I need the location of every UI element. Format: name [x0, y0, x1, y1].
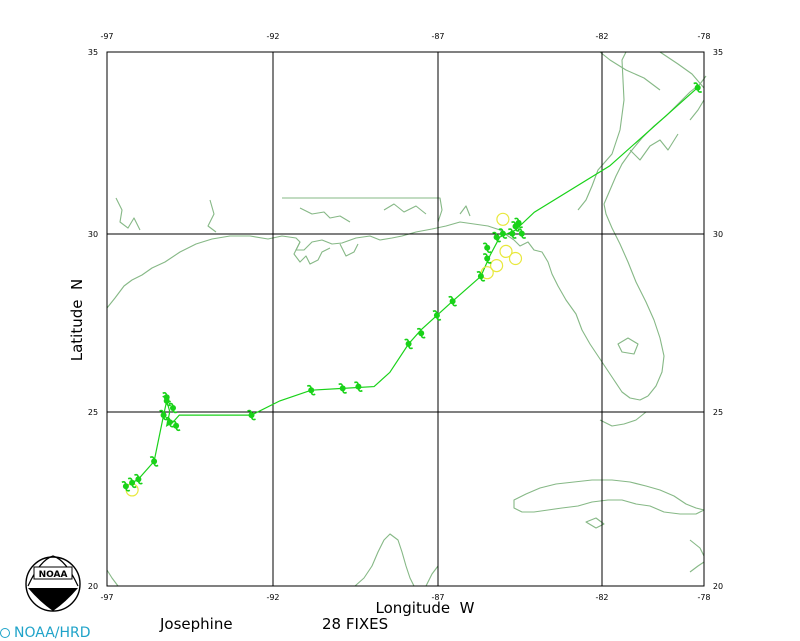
storm-fix-marker	[306, 384, 316, 396]
left-tick-lat-30: 30	[88, 230, 98, 239]
storm-fix-marker	[514, 217, 523, 229]
storm-fix-marker	[498, 228, 508, 239]
storm-fix-marker	[159, 409, 168, 421]
storm-fix-marker	[448, 295, 457, 307]
right-tick-lat-25: 25	[713, 408, 723, 417]
fix-marker-layer	[121, 82, 703, 492]
storm-fix-marker	[354, 381, 363, 392]
storm-fix-marker	[127, 477, 137, 489]
storm-fix-marker	[168, 402, 178, 414]
storm-fix-marker	[149, 456, 159, 467]
left-tick-lat-20: 20	[88, 582, 98, 591]
aux-fix-marker	[496, 212, 510, 226]
credit-text: NOAA/HRD	[14, 625, 91, 641]
storm-fix-marker	[482, 242, 492, 254]
noaa-logo-text: NOAA	[39, 570, 68, 580]
bottom-tick-lon-78: -78	[697, 593, 710, 602]
right-tick-lat-35: 35	[713, 48, 723, 57]
credit-dot-icon	[0, 628, 10, 638]
top-tick-lon-92: -92	[266, 32, 279, 41]
noaa-hrd-credit: NOAA/HRD	[0, 625, 91, 641]
storm-fix-marker	[134, 473, 143, 485]
right-tick-lat-20: 20	[713, 582, 723, 591]
bottom-tick-lon-97: -97	[100, 593, 113, 602]
y-axis-title: Latitude N	[68, 279, 86, 362]
plot-frame	[106, 51, 705, 587]
storm-fix-marker	[416, 327, 426, 339]
storm-fix-marker	[171, 420, 181, 432]
aux-fix-marker	[490, 259, 504, 273]
storm-fix-marker	[432, 310, 442, 321]
storm-fix-marker	[338, 383, 348, 394]
storm-fix-marker	[507, 228, 517, 239]
storm-fix-marker	[476, 270, 486, 282]
storm-fix-marker	[162, 392, 172, 403]
track-layer	[125, 87, 699, 487]
top-tick-lon-87: -87	[431, 32, 444, 41]
bottom-tick-lon-82: -82	[595, 593, 608, 602]
aux-fix-marker	[508, 251, 523, 266]
left-tick-labels: 35 30 25 20	[88, 48, 98, 591]
aux-marker-layer	[125, 212, 523, 497]
right-tick-lat-30: 30	[713, 230, 723, 239]
bottom-tick-lon-92: -92	[266, 593, 279, 602]
top-tick-lon-78: -78	[697, 32, 710, 41]
x-axis-title: Longitude W	[376, 599, 475, 617]
storm-fix-marker	[517, 228, 527, 239]
storm-fix-marker	[492, 231, 501, 243]
noaa-logo: NOAA	[25, 555, 81, 612]
top-tick-lon-97: -97	[100, 32, 113, 41]
aux-fix-marker	[499, 244, 513, 258]
top-tick-labels: -97 -92 -87 -82 -78	[100, 32, 710, 41]
fix-count: 28 FIXES	[322, 615, 389, 633]
top-tick-lon-82: -82	[595, 32, 608, 41]
left-tick-lat-25: 25	[88, 408, 98, 417]
left-tick-lat-35: 35	[88, 48, 98, 57]
storm-fix-marker	[121, 481, 131, 492]
storm-fix-marker	[404, 338, 413, 350]
bottom-tick-lon-87: -87	[431, 593, 444, 602]
storm-fix-marker	[482, 253, 492, 264]
grid	[106, 51, 705, 587]
storm-track-line	[125, 87, 699, 487]
coastline	[106, 51, 707, 587]
storm-fix-marker	[247, 409, 256, 421]
storm-name: Josephine	[160, 615, 233, 633]
bottom-tick-labels: -97 -92 -87 -82 -78	[100, 593, 710, 602]
aux-fix-marker	[480, 266, 494, 280]
storm-fix-marker	[693, 82, 703, 93]
right-tick-labels: 35 30 25 20	[713, 48, 723, 591]
